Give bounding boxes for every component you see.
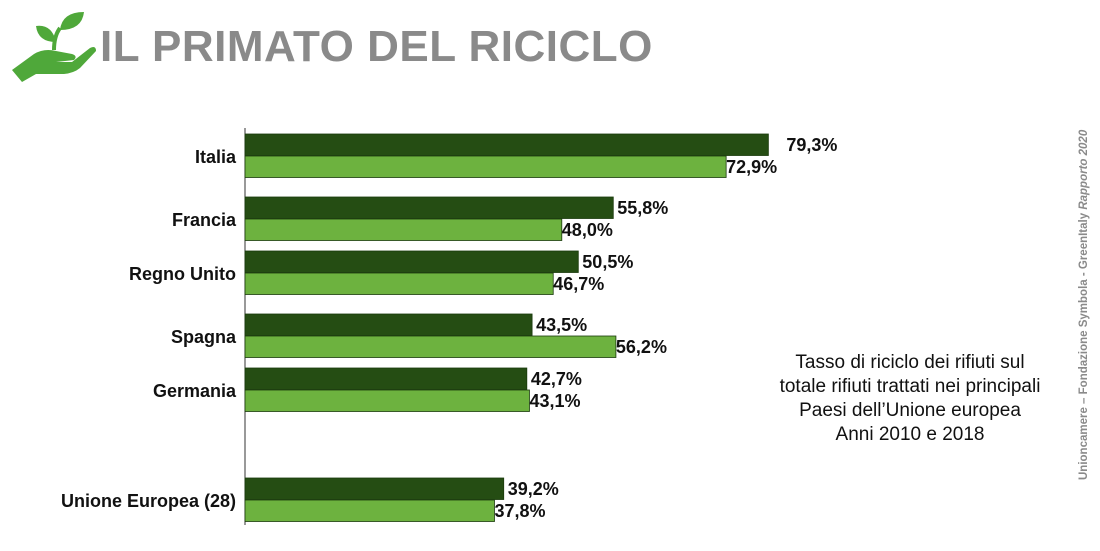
value-label: 42,7% [531, 369, 582, 389]
bar-2010 [244, 477, 505, 500]
value-label: 39,2% [508, 479, 559, 499]
value-label: 43,5% [536, 315, 587, 335]
chart-description: Tasso di riciclo dei rifiuti sul totale … [745, 351, 1075, 447]
description-line: Paesi dell’Unione europea [799, 400, 1021, 421]
source-credit: Unioncamere – Fondazione Symbola - Green… [1078, 130, 1090, 480]
bar-2010 [244, 367, 528, 390]
category-label: Germania [153, 381, 237, 401]
value-label: 46,7% [553, 274, 604, 294]
category-label: Francia [172, 210, 237, 230]
source-text: Unioncamere – Fondazione Symbola - Green… [1078, 209, 1090, 480]
bar-2010 [244, 250, 579, 273]
category-label: Italia [195, 147, 237, 167]
value-label: 72,9% [726, 157, 777, 177]
category-label: Spagna [171, 327, 237, 347]
value-label: 50,5% [582, 252, 633, 272]
hand-holding-sprout-icon [12, 12, 96, 82]
page-title: IL PRIMATO DEL RICICLO [100, 22, 653, 71]
category-label: Unione Europea (28) [61, 491, 236, 511]
source-report: Rapporto 2020 [1078, 129, 1090, 210]
value-label: 55,8% [617, 198, 668, 218]
description-line: Tasso di riciclo dei rifiuti sul [795, 352, 1025, 373]
bar-2010 [244, 196, 614, 219]
value-label: 56,2% [616, 337, 667, 357]
bar-2010 [244, 313, 533, 336]
description-line: totale rifiuti trattati nei principali [779, 376, 1041, 397]
bar-2018 [244, 218, 563, 241]
bar-2018 [244, 155, 727, 178]
category-label: Regno Unito [129, 264, 236, 284]
bar-2018 [244, 335, 617, 358]
bar-2018 [244, 499, 495, 522]
value-label: 43,1% [529, 391, 580, 411]
description-line: Anni 2010 e 2018 [835, 424, 985, 445]
value-label: 48,0% [562, 220, 613, 240]
value-label: 37,8% [494, 501, 545, 521]
value-label: 79,3% [786, 135, 837, 155]
bar-2018 [244, 389, 530, 412]
bar-2018 [244, 272, 554, 295]
bar-2010 [244, 133, 769, 156]
